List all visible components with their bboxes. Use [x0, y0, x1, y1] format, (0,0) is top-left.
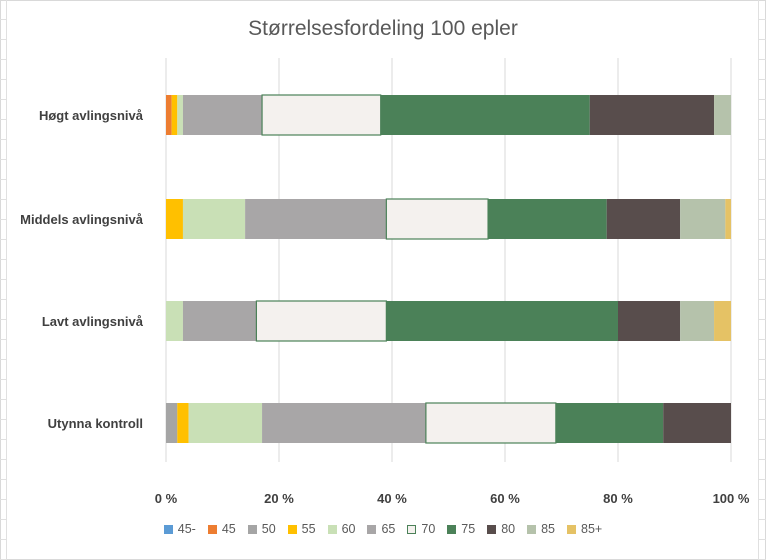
bar-2-series-85 [680, 301, 715, 341]
legend-label: 45 [221, 522, 236, 536]
legend-label: 70 [421, 522, 436, 536]
legend-label: 85+ [581, 522, 603, 536]
bars [166, 94, 731, 444]
x-tick-label-3: 60 % [490, 491, 520, 506]
legend-label: 55 [301, 522, 316, 536]
category-labels: Høgt avlingsnivå Middels avlingsnivå Lavt … [20, 108, 144, 431]
bar-1-series-75 [488, 199, 607, 239]
legend-swatch [367, 524, 377, 534]
bar-2-series-70 [255, 300, 387, 342]
x-tick-labels: 0 % 20 % 40 % 60 % 80 % 100 % [155, 491, 750, 506]
legend-label: 65 [381, 522, 396, 536]
category-label-0: Høgt avlingsnivå [39, 108, 144, 123]
bar-1-series-65 [245, 199, 387, 239]
legend-swatch [287, 524, 297, 534]
bar-3-series-80 [663, 403, 731, 443]
bar-1-series-80 [606, 199, 681, 239]
legend-label: 50 [261, 522, 276, 536]
legend-item-65: 65 [367, 522, 395, 536]
chart-title: Størrelsesfordeling 100 epler [248, 17, 518, 40]
bar-0-series-85 [714, 95, 731, 135]
legend-swatch [407, 524, 417, 534]
bar-3-series-60 [188, 403, 263, 443]
legend-swatch [327, 524, 337, 534]
legend-label: 60 [341, 522, 356, 536]
bar-3-series-70 [425, 402, 557, 444]
legend-item-55: 55 [287, 522, 316, 536]
bar-3-series-50 [166, 403, 178, 443]
bar-1-series-85 [680, 199, 726, 239]
bar-1-series-70 [385, 198, 489, 240]
legend-item-80: 80 [487, 522, 515, 536]
bar-0-series-45 [166, 95, 172, 135]
bar-2-series-85+ [714, 301, 731, 341]
category-label-1: Middels avlingsnivå [20, 212, 144, 227]
legend-label: 80 [501, 522, 516, 536]
legend-item-85+: 85+ [567, 522, 602, 536]
sheet-gridlines-left [0, 0, 7, 560]
legend-swatch [567, 524, 576, 534]
legend: 45- 45 50 55 60 65 70 75 80 85 85+ [0, 522, 766, 536]
legend-label: 85 [541, 522, 555, 536]
legend-item-85: 85 [527, 522, 555, 536]
legend-item-50: 50 [247, 522, 276, 536]
legend-swatch [247, 524, 257, 534]
bar-0-series-55 [171, 95, 178, 135]
bar-2-series-65 [182, 301, 257, 341]
legend-item-45: 45 [207, 522, 236, 536]
bar-1-series-60 [182, 199, 246, 239]
legend-swatch [527, 524, 537, 534]
bar-0-series-75 [380, 95, 590, 135]
legend-label: 75 [461, 522, 476, 536]
bar-0-series-80 [589, 95, 715, 135]
bar-2-series-60 [166, 301, 183, 341]
legend-item-60: 60 [327, 522, 356, 536]
x-tick-label-2: 40 % [377, 491, 407, 506]
legend-swatch [163, 524, 173, 534]
legend-label: 45- [177, 522, 196, 536]
bar-0-series-65 [182, 95, 263, 135]
category-label-3: Utynna kontroll [48, 416, 143, 431]
bar-3-series-55 [177, 403, 189, 443]
bar-0-series-60 [177, 95, 183, 135]
bar-3-series-65 [262, 403, 426, 443]
bar-1-series-55 [166, 199, 183, 239]
legend-swatch [487, 524, 497, 534]
sheet-gridlines-right [758, 0, 766, 560]
legend-swatch [447, 524, 457, 534]
x-tick-label-0: 0 % [155, 491, 178, 506]
bar-2-series-80 [618, 301, 681, 341]
x-tick-label-5: 100 % [713, 491, 750, 506]
x-tick-label-4: 80 % [603, 491, 633, 506]
legend-swatch [207, 524, 217, 534]
bar-2-series-75 [386, 301, 618, 341]
category-label-2: Lavt avlingsnivå [42, 314, 144, 329]
legend-item-75: 75 [447, 522, 475, 536]
x-tick-label-1: 20 % [264, 491, 294, 506]
bar-0-series-70 [261, 94, 382, 136]
legend-item-70: 70 [407, 522, 435, 536]
bar-3-series-75 [555, 403, 664, 443]
legend-item-45-: 45- [163, 522, 196, 536]
bar-1-series-85+ [725, 199, 731, 239]
